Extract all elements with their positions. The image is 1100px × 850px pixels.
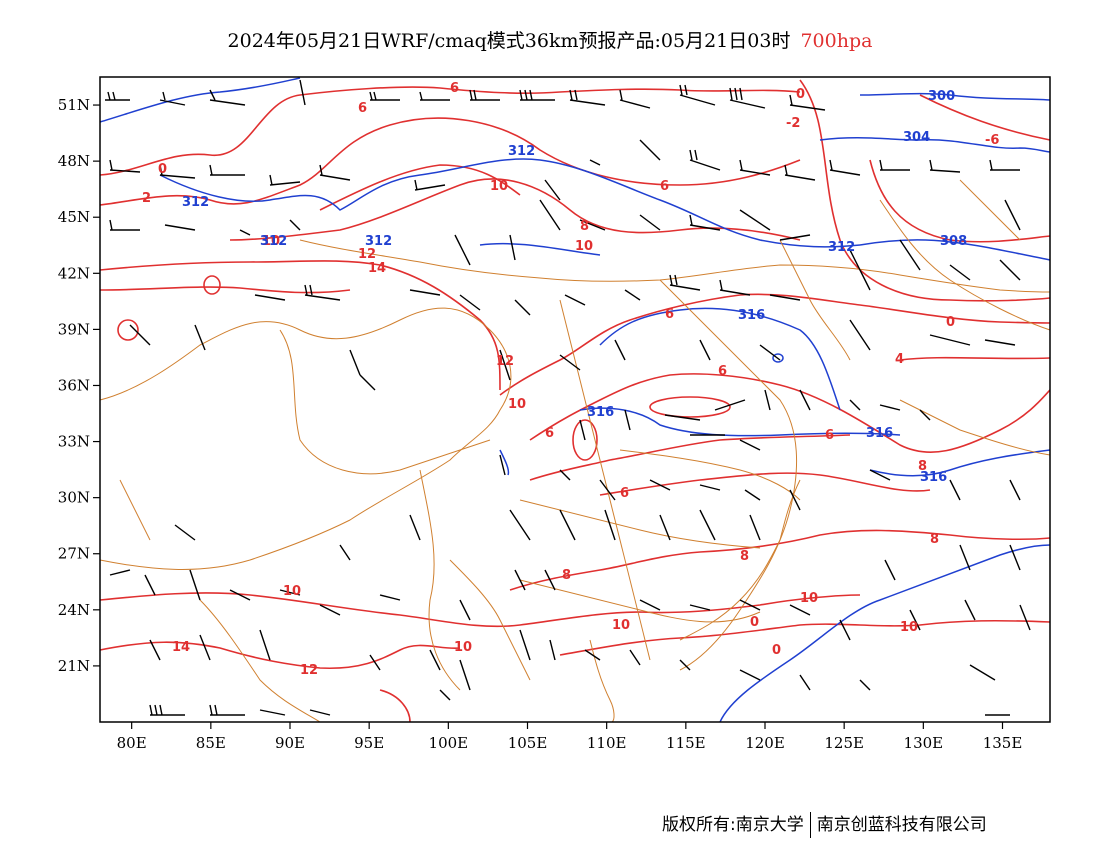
footer-divider [809, 812, 811, 838]
lat-tick-label: 51N [58, 96, 90, 114]
height-label: 304 [903, 130, 930, 145]
height-label: 316 [866, 426, 893, 441]
lat-tick-label: 30N [58, 489, 90, 507]
height-label: 300 [928, 89, 955, 104]
temp-label: 4 [895, 352, 904, 367]
lon-tick-label: 110E [587, 734, 627, 752]
temp-label: 10 [283, 584, 301, 599]
height-label: 308 [940, 234, 967, 249]
pressure-level: 700hpa [800, 30, 873, 52]
lat-tick-label: 21N [58, 657, 90, 675]
temp-label: 0 [772, 643, 781, 658]
height-label: 316 [738, 308, 765, 323]
temp-label: 8 [930, 532, 939, 547]
lat-tick-label: 36N [58, 376, 90, 394]
temp-label: 6 [450, 81, 459, 96]
temp-label: 10 [800, 591, 818, 606]
height-label: 312 [508, 144, 535, 159]
height-label: 312 [182, 195, 209, 210]
lon-tick-label: 80E [117, 734, 147, 752]
temp-label: 6 [718, 364, 727, 379]
lon-tick-label: 130E [904, 734, 944, 752]
lat-tick-label: 24N [58, 601, 90, 619]
height-label: 312 [365, 234, 392, 249]
temp-label: 6 [665, 307, 674, 322]
temp-label: 8 [918, 459, 927, 474]
temp-label: 6 [660, 179, 669, 194]
temp-label: 0 [946, 315, 955, 330]
temp-label: 10 [900, 620, 918, 635]
temp-label: 0 [750, 615, 759, 630]
latitude-axis: 51N 48N 45N 42N 39N 36N 33N 30N 27N 24N 21N [58, 96, 100, 675]
wind-barbs [105, 79, 1031, 716]
temp-label: 8 [740, 549, 749, 564]
lat-tick-label: 48N [58, 152, 90, 170]
temp-label: 6 [825, 428, 834, 443]
height-label: 312 [260, 234, 287, 249]
height-label: 312 [828, 240, 855, 255]
temperature-labels: 0 2 6 10 10 12 14 10 12 10 6 6 8 6 8 6 1… [142, 81, 999, 678]
lon-tick-label: 100E [429, 734, 469, 752]
temp-label: 0 [158, 162, 167, 177]
temp-label: 14 [368, 261, 386, 276]
height-label: 316 [587, 405, 614, 420]
copyright-text: 版权所有:南京大学 [662, 815, 804, 835]
company-text: 南京创蓝科技有限公司 [816, 815, 987, 835]
temp-label: 10 [612, 618, 630, 633]
lat-tick-label: 33N [58, 433, 90, 451]
temp-label: 10 [508, 397, 526, 412]
temp-label: 12 [496, 354, 514, 369]
height-labels: 312 312 312 312 316 316 316 316 312 308 … [182, 89, 967, 485]
lon-tick-label: 125E [824, 734, 864, 752]
temp-label: 12 [300, 663, 318, 678]
lat-tick-label: 42N [58, 264, 90, 282]
lon-tick-label: 120E [745, 734, 785, 752]
temp-label: 0 [796, 87, 805, 102]
temp-label: 6 [620, 486, 629, 501]
height-label: 316 [920, 470, 947, 485]
temp-label: 10 [490, 179, 508, 194]
temperature-contours [99, 79, 1051, 723]
boundary-lines [99, 179, 1051, 723]
title-text: 2024年05月21日WRF/cmaq模式36km预报产品:05月21日03时 [227, 30, 791, 52]
lat-tick-label: 39N [58, 320, 90, 338]
temp-label: 14 [172, 640, 190, 655]
lat-tick-label: 45N [58, 208, 90, 226]
temp-label: -2 [786, 116, 800, 131]
lon-tick-label: 95E [354, 734, 384, 752]
temp-label: 10 [454, 640, 472, 655]
temp-label: 8 [562, 568, 571, 583]
temp-label: 2 [142, 191, 151, 206]
temp-label: -6 [985, 133, 999, 148]
lon-tick-label: 115E [666, 734, 706, 752]
temp-label: 6 [545, 426, 554, 441]
map-title: 2024年05月21日WRF/cmaq模式36km预报产品:05月21日03时 7… [0, 26, 1100, 53]
lon-tick-label: 90E [275, 734, 305, 752]
longitude-axis: 80E 85E 90E 95E 100E 105E 110E 115E 120E 125E 130E… [117, 722, 1023, 752]
temp-label: 6 [358, 101, 367, 116]
temp-label: 8 [580, 219, 589, 234]
temp-label: 12 [358, 247, 376, 262]
temp-label: 10 [262, 234, 280, 249]
lat-tick-label: 27N [58, 545, 90, 563]
footer: 版权所有:南京大学 南京创蓝科技有限公司 [662, 810, 987, 838]
lon-tick-label: 105E [508, 734, 548, 752]
lon-tick-label: 135E [983, 734, 1023, 752]
temp-label: 10 [575, 239, 593, 254]
map-frame [99, 76, 1051, 723]
lon-tick-label: 85E [196, 734, 226, 752]
